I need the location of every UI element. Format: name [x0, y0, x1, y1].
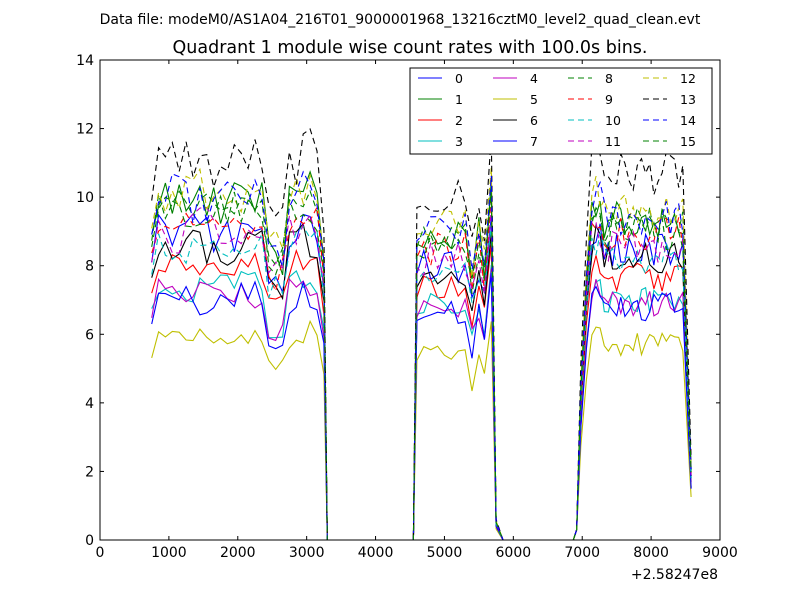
series-line-14: [151, 170, 692, 541]
series-line-9: [151, 196, 692, 541]
y-tick-label: 0: [85, 533, 94, 549]
x-tick-label: 6000: [496, 545, 532, 561]
y-tick-label: 8: [85, 259, 94, 275]
legend-label-1: 1: [455, 92, 463, 107]
y-tick-label: 6: [85, 327, 94, 343]
legend-label-13: 13: [680, 92, 696, 107]
series-line-15: [151, 191, 692, 541]
legend-label-12: 12: [680, 71, 696, 86]
series-line-1: [151, 170, 692, 541]
x-tick-label: 4000: [358, 545, 394, 561]
series-line-11: [151, 206, 692, 541]
series-line-4: [151, 268, 692, 541]
x-tick-label: 9000: [702, 545, 738, 561]
legend-label-8: 8: [605, 71, 613, 86]
series-line-8: [151, 183, 692, 541]
legend-label-0: 0: [455, 71, 463, 86]
y-tick-label: 10: [76, 190, 94, 206]
series-line-5: [151, 319, 692, 541]
y-tick-label: 4: [85, 396, 94, 412]
chart-suptitle: Data file: modeM0/AS1A04_216T01_90000019…: [100, 12, 701, 28]
x-axis: 0 1000 2000 3000 4000 5000 6000 7000 8000 9000: [96, 60, 738, 561]
legend-label-3: 3: [455, 134, 463, 149]
legend-box: [409, 67, 713, 155]
series-line-12: [151, 167, 692, 541]
legend-label-2: 2: [455, 113, 463, 128]
series-line-3: [151, 264, 692, 541]
series-line-7: [151, 272, 692, 541]
x-tick-label: 7000: [564, 545, 600, 561]
legend-label-5: 5: [530, 92, 538, 107]
x-tick-label: 8000: [633, 545, 669, 561]
x-tick-label: 5000: [427, 545, 463, 561]
series-line-0: [151, 212, 692, 541]
series-line-2: [151, 244, 692, 541]
legend-label-6: 6: [530, 113, 538, 128]
legend-label-11: 11: [605, 134, 621, 149]
series-line-13: [151, 128, 692, 541]
x-tick-label: 2000: [220, 545, 256, 561]
series-line-10: [151, 224, 692, 541]
chart-title: Quadrant 1 module wise count rates with …: [173, 38, 648, 58]
y-tick-label: 12: [76, 122, 94, 138]
plot-frame: [99, 59, 721, 541]
y-tick-label: 2: [85, 464, 94, 480]
legend-label-10: 10: [605, 113, 621, 128]
legend-label-14: 14: [680, 113, 696, 128]
x-tick-label: 1000: [151, 545, 187, 561]
x-tick-label: 3000: [289, 545, 325, 561]
plot-lines: [151, 128, 692, 541]
y-tick-label: 14: [76, 53, 94, 69]
legend-label-9: 9: [605, 92, 613, 107]
legend-label-15: 15: [680, 134, 696, 149]
x-offset-label: +2.58247e8: [631, 567, 718, 583]
x-tick-label: 0: [96, 545, 105, 561]
legend-label-7: 7: [530, 134, 538, 149]
legend-label-4: 4: [530, 71, 538, 86]
